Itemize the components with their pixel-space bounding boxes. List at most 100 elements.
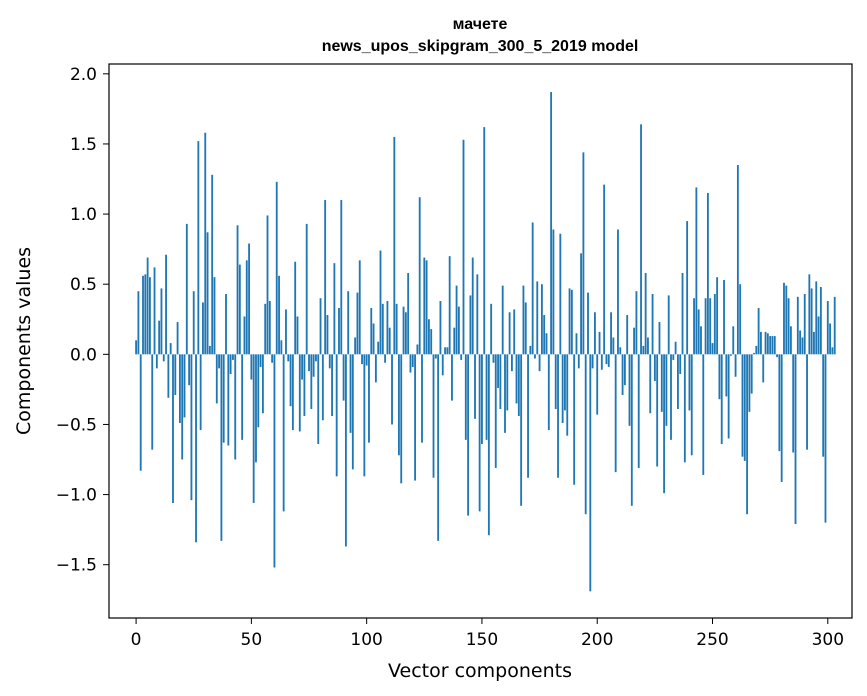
bar-94: [351, 354, 354, 470]
bar-130: [434, 354, 437, 359]
bar-80: [319, 298, 322, 355]
bar-19: [178, 354, 181, 424]
bar-23: [188, 354, 191, 386]
bar-141: [460, 354, 463, 360]
bar-172: [531, 222, 534, 355]
bar-124: [421, 354, 423, 443]
bar-82: [324, 200, 327, 355]
x-tick-label: 150: [466, 630, 498, 650]
bar-283: [787, 298, 790, 355]
bar-301: [829, 323, 832, 355]
bar-29: [202, 302, 204, 355]
bar-49: [248, 243, 250, 355]
bar-164: [513, 309, 516, 355]
bar-280: [780, 354, 783, 482]
bar-54: [259, 354, 262, 367]
bar-77: [312, 354, 315, 377]
bar-165: [515, 354, 518, 404]
bar-63: [280, 340, 283, 355]
bar-189: [570, 289, 573, 355]
bar-64: [282, 354, 285, 512]
bar-148: [476, 274, 479, 355]
bar-264: [743, 354, 746, 461]
bar-138: [453, 327, 456, 355]
bar-90: [342, 354, 345, 401]
bar-87: [335, 354, 338, 477]
bar-226: [656, 354, 659, 467]
bar-252: [716, 277, 719, 355]
bar-7: [151, 354, 154, 450]
bar-5: [146, 257, 149, 355]
bar-171: [529, 345, 532, 355]
bar-62: [278, 275, 280, 355]
bar-211: [621, 354, 624, 395]
bar-1: [137, 291, 140, 355]
bar-8: [153, 267, 156, 355]
bar-85: [331, 354, 333, 417]
chart-subtitle: news_upos_skipgram_300_5_2019 model: [322, 38, 639, 55]
bar-273: [764, 331, 767, 355]
bar-236: [679, 354, 682, 374]
bar-191: [575, 333, 578, 355]
bar-31: [206, 232, 209, 355]
bar-295: [815, 281, 818, 355]
bar-218: [637, 354, 640, 468]
bar-128: [430, 329, 433, 355]
bar-100: [365, 354, 368, 366]
bar-17: [174, 354, 177, 395]
bar-42: [232, 354, 234, 360]
bar-72: [301, 354, 304, 380]
bar-181: [552, 229, 555, 355]
bar-60: [273, 354, 276, 568]
bar-275: [769, 336, 772, 355]
bar-269: [755, 345, 758, 355]
bar-46: [241, 354, 244, 440]
bar-104: [374, 354, 377, 383]
bar-122: [416, 344, 419, 355]
bar-68: [291, 354, 294, 431]
bar-65: [285, 309, 287, 355]
bar-242: [693, 298, 695, 355]
bar-256: [725, 354, 728, 397]
bar-48: [245, 260, 248, 355]
bar-263: [741, 354, 744, 457]
bar-284: [789, 326, 792, 355]
bar-147: [474, 354, 476, 419]
bar-278: [776, 354, 778, 358]
y-tick-label: −1.5: [56, 556, 97, 576]
bar-198: [591, 354, 594, 369]
bar-73: [303, 354, 306, 417]
bar-285: [792, 354, 795, 453]
bar-296: [817, 316, 820, 355]
bar-179: [547, 354, 550, 431]
bar-160: [504, 354, 506, 433]
bar-248: [706, 193, 709, 355]
bar-142: [462, 139, 465, 355]
y-axis-ticks: 2.0 1.5 1.0 0.5 0.0 −0.5 −1.0 −1.5: [56, 65, 109, 576]
bar-11: [160, 288, 163, 355]
bar-200: [596, 354, 599, 415]
bar-303: [833, 296, 836, 355]
bar-26: [195, 354, 197, 543]
chart-title: мачете: [453, 16, 508, 33]
bar-238: [683, 354, 686, 463]
bar-27: [197, 141, 200, 355]
bar-151: [483, 127, 486, 355]
bar-244: [697, 309, 700, 355]
y-tick-label: 0.5: [70, 275, 97, 295]
bar-162: [508, 312, 511, 355]
bar-182: [554, 354, 557, 410]
bar-177: [543, 315, 546, 355]
bar-120: [411, 354, 414, 367]
bar-2: [139, 354, 142, 471]
bar-139: [455, 285, 458, 355]
bar-20: [181, 354, 184, 460]
bar-272: [762, 354, 765, 383]
bar-246: [702, 354, 705, 475]
bar-96: [356, 292, 359, 355]
bar-258: [730, 354, 732, 356]
bar-223: [649, 354, 652, 414]
bar-59: [271, 354, 274, 363]
bar-106: [379, 250, 382, 355]
bar-161: [506, 354, 509, 411]
